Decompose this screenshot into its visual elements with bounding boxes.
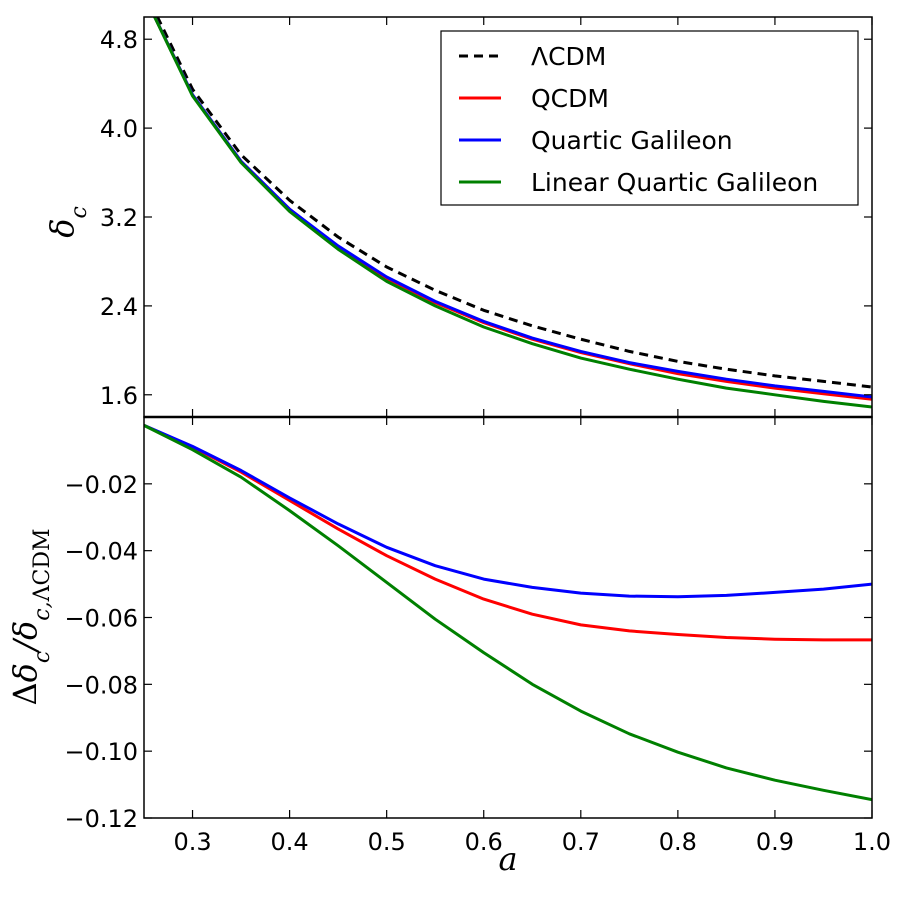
legend-label-linear-quartic-galileon: Linear Quartic Galileon (531, 168, 818, 197)
top-series-cdm (155, 17, 872, 389)
bottom-x-ticks: 0.3 0.4 0.5 0.6 0.7 0.8 0.9 1.0 (173, 417, 891, 856)
top-ytick-label: 2.4 (100, 293, 138, 321)
bottom-series-group (144, 424, 872, 802)
bottom-ytick-label: −0.08 (64, 671, 138, 699)
bottom-ytick-label: −0.06 (64, 605, 138, 633)
bottom-y-ticks: −0.12 −0.10 −0.08 −0.06 −0.04 −0.02 (64, 471, 872, 833)
bottom-xtick-label: 0.3 (173, 828, 211, 856)
top-ytick-label: 1.6 (100, 382, 138, 410)
bottom-xtick-label: 0.9 (756, 828, 794, 856)
top-panel: 1.62.43.24.04.8 δc (43, 16, 873, 418)
bottom-ytick-label: −0.12 (64, 805, 138, 833)
top-series-group (152, 17, 872, 409)
top-y-ticks: 1.6 2.4 3.2 4.0 4.8 (100, 17, 873, 417)
legend-box (440, 30, 859, 206)
bottom-ytick-label: −0.10 (64, 738, 138, 766)
x-axis-label: a (498, 840, 517, 878)
bottom-ytick-label: −0.04 (64, 538, 138, 566)
top-ytick-label: 4.0 (100, 115, 138, 143)
bottom-xtick-label: 0.6 (465, 828, 503, 856)
bottom-series-linear-quartic-galileon (144, 424, 872, 802)
legend-label-qcdm: QCDM (531, 84, 609, 113)
top-ytick-label: 3.2 (100, 204, 138, 232)
legend-label-cdm: ΛCDM (531, 42, 606, 71)
legend-label-quartic-galileon: Quartic Galileon (531, 126, 733, 155)
bottom-xtick-label: 0.5 (368, 828, 406, 856)
bottom-xtick-label: 0.4 (271, 828, 309, 856)
legend: ΛCDM QCDM Quartic Galileon Linear Quartic G… (440, 30, 859, 206)
bottom-series-quartic-galileon (144, 424, 872, 599)
bottom-ytick-label: −0.02 (64, 471, 138, 499)
bottom-series-qcdm (144, 424, 872, 642)
bottom-xtick-label: 0.8 (659, 828, 697, 856)
bottom-xtick-label: 0.7 (562, 828, 600, 856)
bottom-xtick-label: 1.0 (853, 828, 891, 856)
top-series-linear-quartic-galileon (152, 17, 872, 409)
top-ytick-label: 4.8 (100, 26, 138, 54)
